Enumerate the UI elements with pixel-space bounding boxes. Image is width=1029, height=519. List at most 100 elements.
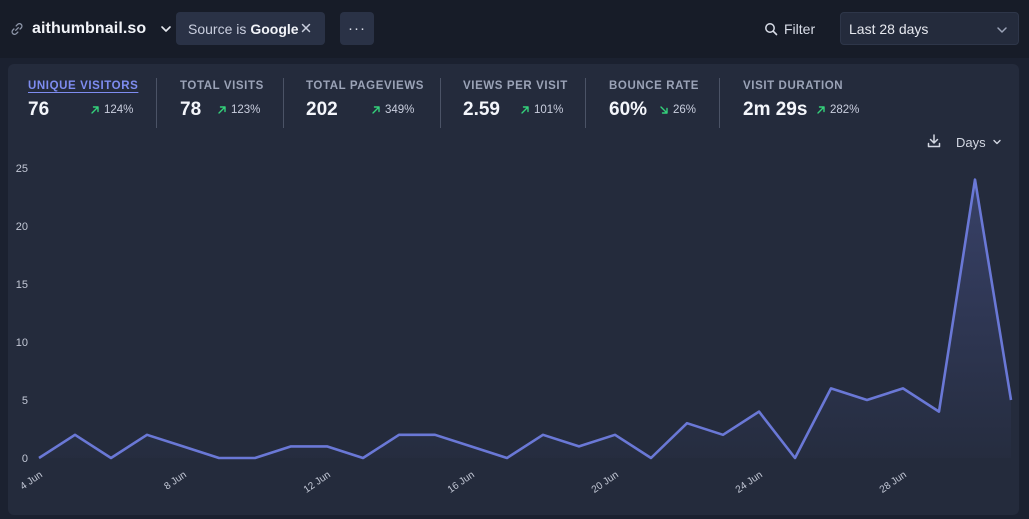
stat-views-per-visit[interactable]: VIEWS PER VISIT 2.59 101% xyxy=(463,80,568,128)
data-point[interactable] xyxy=(396,432,402,438)
data-point[interactable] xyxy=(108,455,114,461)
interval-label: Days xyxy=(956,134,986,150)
interval-select[interactable]: Days xyxy=(956,133,1002,151)
more-options-button[interactable]: ··· xyxy=(340,12,374,45)
y-tick-label: 15 xyxy=(16,279,28,291)
visitors-chart: 0 5 10 15 20 25 4 Jun 8 Jun 12 Jun 16 Jun 20 Jun 2… xyxy=(16,163,1014,496)
x-tick-label: 20 Jun xyxy=(590,469,621,495)
stat-value: 2m 29s xyxy=(743,99,808,120)
stat-bounce-rate[interactable]: BOUNCE RATE 60% 26% xyxy=(609,80,699,128)
arrow-up-right-icon xyxy=(521,106,529,114)
link-icon xyxy=(11,23,23,35)
filter-button[interactable]: Filter xyxy=(764,17,815,41)
stat-value: 78 xyxy=(180,99,202,120)
stat-label: UNIQUE VISITORS xyxy=(28,80,139,92)
y-tick-label: 5 xyxy=(22,395,28,407)
filter-chip-source[interactable]: Source is Google xyxy=(176,12,325,45)
stats-card: UNIQUE VISITORS 76 124% TOTAL VISITS 78 … xyxy=(8,64,1019,515)
data-point[interactable] xyxy=(1008,397,1014,403)
stat-change: 26% xyxy=(659,104,696,116)
data-point[interactable] xyxy=(72,432,78,438)
stat-change: 123% xyxy=(217,104,260,116)
stat-label: TOTAL VISITS xyxy=(180,80,264,92)
stat-total-pageviews[interactable]: TOTAL PAGEVIEWS 202 349% xyxy=(306,80,424,128)
data-point[interactable] xyxy=(576,443,582,449)
data-point[interactable] xyxy=(864,397,870,403)
stat-divider xyxy=(156,78,157,128)
chevron-down-icon xyxy=(992,139,1001,145)
data-point[interactable] xyxy=(540,432,546,438)
data-point[interactable] xyxy=(792,455,798,461)
stat-change-value: 123% xyxy=(231,104,261,116)
chart-area xyxy=(39,179,1011,458)
y-tick-label: 10 xyxy=(16,337,28,349)
data-point[interactable] xyxy=(684,420,690,426)
download-icon[interactable] xyxy=(926,133,942,149)
stat-total-visits[interactable]: TOTAL VISITS 78 123% xyxy=(180,80,264,128)
data-point[interactable] xyxy=(504,455,510,461)
data-point[interactable] xyxy=(648,455,654,461)
data-point[interactable] xyxy=(720,432,726,438)
arrow-up-right-icon xyxy=(218,106,226,114)
stat-divider xyxy=(283,78,284,128)
data-point[interactable] xyxy=(432,432,438,438)
arrow-up-right-icon xyxy=(372,106,380,114)
more-icon: ··· xyxy=(348,20,366,37)
stat-change-value: 349% xyxy=(385,104,415,116)
stat-label: BOUNCE RATE xyxy=(609,80,700,92)
arrow-up-right-icon xyxy=(91,106,99,114)
stat-divider xyxy=(585,78,586,128)
filter-label: Filter xyxy=(784,21,816,37)
y-tick-label: 25 xyxy=(16,163,28,175)
date-range-select[interactable]: Last 28 days xyxy=(840,12,1019,45)
site-name: aithumbnail.so xyxy=(32,20,147,37)
data-point[interactable] xyxy=(972,177,978,183)
x-tick-label: 24 Jun xyxy=(734,469,765,495)
stat-unique-visitors[interactable]: UNIQUE VISITORS 76 124% xyxy=(28,80,138,128)
y-tick-label: 0 xyxy=(22,453,28,465)
stat-change: 282% xyxy=(816,104,859,116)
stat-value: 60% xyxy=(609,99,648,120)
data-point[interactable] xyxy=(756,409,762,415)
top-bar: aithumbnail.so Source is Google ··· Filt… xyxy=(0,0,1029,58)
arrow-down-right-icon xyxy=(660,106,668,114)
arrow-up-right-icon xyxy=(817,106,825,114)
stat-label: VISIT DURATION xyxy=(743,80,844,92)
stat-change: 349% xyxy=(371,104,414,116)
stat-change-value: 282% xyxy=(830,104,860,116)
data-point[interactable] xyxy=(828,385,834,391)
filter-chip-label: Source is xyxy=(188,20,247,37)
site-switcher[interactable]: aithumbnail.so xyxy=(10,16,172,42)
stat-label: VIEWS PER VISIT xyxy=(463,80,568,92)
stat-label: TOTAL PAGEVIEWS xyxy=(306,80,425,92)
data-point[interactable] xyxy=(468,443,474,449)
data-point[interactable] xyxy=(900,385,906,391)
data-point[interactable] xyxy=(360,455,366,461)
data-point[interactable] xyxy=(36,455,42,461)
data-point[interactable] xyxy=(324,443,330,449)
stat-value: 202 xyxy=(306,99,338,120)
filter-chip-value: Google xyxy=(250,20,299,37)
x-tick-label: 8 Jun xyxy=(162,469,188,492)
data-point[interactable] xyxy=(144,432,150,438)
stat-change-value: 101% xyxy=(534,104,564,116)
close-icon[interactable] xyxy=(299,21,313,35)
x-tick-label: 28 Jun xyxy=(878,469,909,495)
x-tick-label: 16 Jun xyxy=(446,469,477,495)
y-tick-label: 20 xyxy=(16,221,28,233)
data-point[interactable] xyxy=(612,432,618,438)
search-icon xyxy=(765,23,778,36)
data-point[interactable] xyxy=(252,455,258,461)
series-line xyxy=(38,178,1013,460)
stat-divider xyxy=(440,78,441,128)
data-point[interactable] xyxy=(288,443,294,449)
stat-visit-duration[interactable]: VISIT DURATION 2m 29s 282% xyxy=(743,80,859,128)
data-point[interactable] xyxy=(180,443,186,449)
date-range-value: Last 28 days xyxy=(849,20,929,37)
stat-value: 2.59 xyxy=(463,99,500,120)
stat-change-value: 124% xyxy=(104,104,134,116)
chevron-down-icon xyxy=(161,26,172,32)
data-point[interactable] xyxy=(936,409,942,415)
x-tick-label: 12 Jun xyxy=(302,469,333,495)
data-point[interactable] xyxy=(216,455,222,461)
